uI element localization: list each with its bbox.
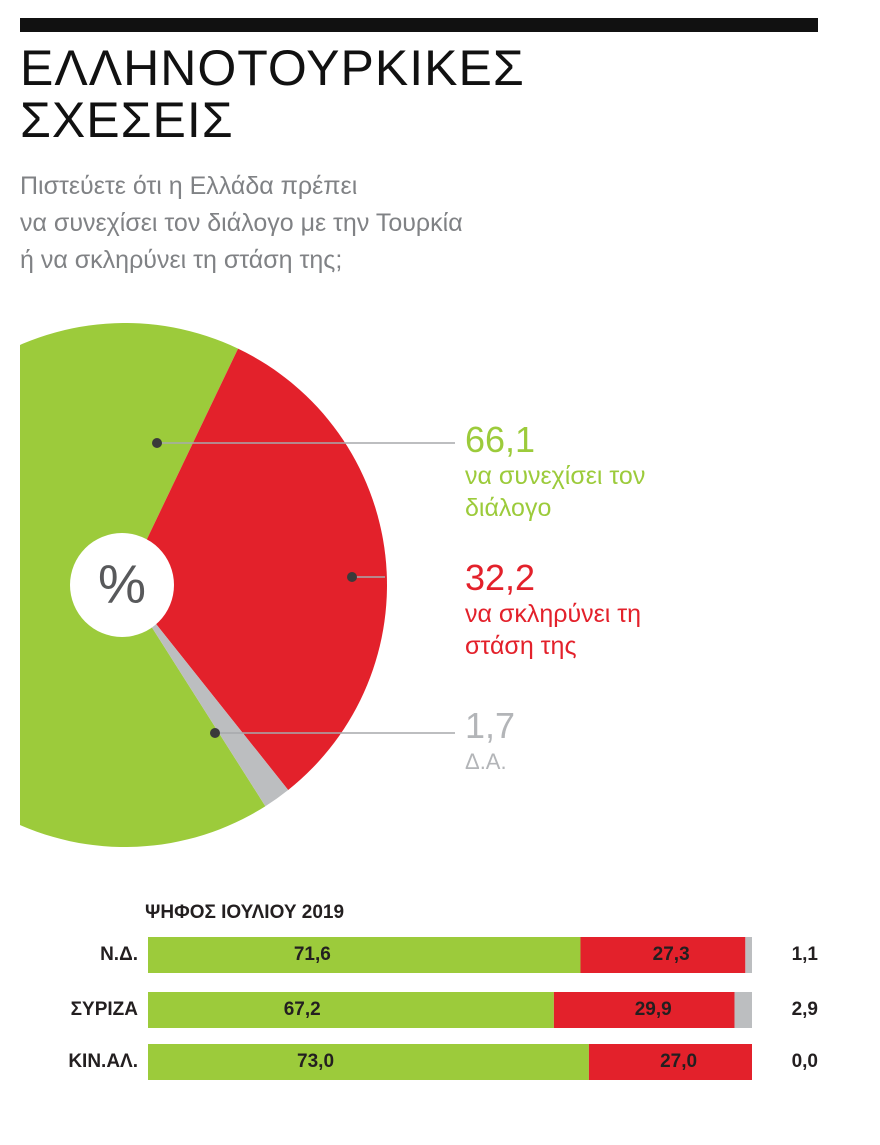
slice-label: 66,1 να συνεχίσει τον διάλογο — [465, 420, 665, 524]
slice-label: 1,7 Δ.Α. — [465, 706, 665, 778]
slice-category-label: Δ.Α. — [465, 749, 507, 774]
bar-segment — [588, 1044, 752, 1080]
leader-dot — [210, 728, 220, 738]
subtitle-line: να συνεχίσει τον διάλογο με την Τουρκία — [20, 209, 463, 237]
center-label: % — [98, 554, 146, 614]
bar-segment — [148, 937, 581, 973]
pie — [20, 323, 387, 848]
bar-segment — [148, 992, 554, 1028]
slice-value-label: 66,1 — [465, 419, 536, 460]
bar-segment — [734, 992, 752, 1028]
bar-chart: ΨΗΦΟΣ ΙΟΥΛΙΟΥ 2019 Ν.Δ. 71,6 27,3 1,1 ΣΥΡΙΖΑ 6… — [68, 902, 818, 1080]
subtitle: Πιστεύετε ότι η Ελλάδα πρέπει να συνεχίσ… — [20, 168, 463, 279]
leader-dot — [152, 438, 162, 448]
value-label: 73,0 — [297, 1051, 334, 1072]
slice-value-label: 1,7 — [465, 705, 516, 746]
slice-value-label: 32,2 — [465, 557, 536, 598]
slice-category-label: να συνεχίσει τον διάλογο — [465, 462, 646, 522]
bar-segment — [553, 992, 735, 1028]
title-line: ΕΛΛΗΝΟΤΟΥΡΚΙΚΕΣ — [20, 40, 525, 96]
pie-overlay: % — [70, 438, 455, 738]
category-label: Ν.Δ. — [100, 944, 138, 965]
category-label: ΣΥΡΙΖΑ — [71, 999, 139, 1020]
value-label: 2,9 — [792, 999, 818, 1020]
value-label: 1,1 — [792, 944, 819, 965]
bar-segment — [580, 937, 746, 973]
pie-slice — [125, 585, 289, 807]
value-label: 71,6 — [294, 944, 331, 965]
slice-category-label: να σκληρύνει τη στάση της — [465, 600, 642, 660]
pie-slice — [125, 348, 387, 790]
subtitle-line: Πιστεύετε ότι η Ελλάδα πρέπει — [20, 172, 358, 200]
slice-label: 32,2 να σκληρύνει τη στάση της — [465, 558, 665, 662]
value-label: 0,0 — [792, 1051, 818, 1072]
pie-slice — [20, 323, 266, 848]
leader-dot — [347, 572, 357, 582]
value-label: 27,0 — [660, 1051, 697, 1072]
top-rule — [20, 18, 818, 32]
title: ΕΛΛΗΝΟΤΟΥΡΚΙΚΕΣ ΣΧΕΣΕΙΣ — [20, 42, 525, 146]
bar-segment — [745, 937, 752, 973]
value-label: 27,3 — [653, 944, 690, 965]
center-disc — [70, 533, 174, 637]
value-label: 67,2 — [284, 999, 321, 1020]
bar-segment — [148, 1044, 589, 1080]
category-label: ΚΙΝ.ΑΛ. — [68, 1051, 138, 1072]
title-line: ΣΧΕΣΕΙΣ — [20, 92, 234, 148]
bar-chart-title: ΨΗΦΟΣ ΙΟΥΛΙΟΥ 2019 — [145, 902, 344, 923]
subtitle-line: ή να σκληρύνει τη στάση της; — [20, 246, 343, 274]
value-label: 29,9 — [635, 999, 672, 1020]
